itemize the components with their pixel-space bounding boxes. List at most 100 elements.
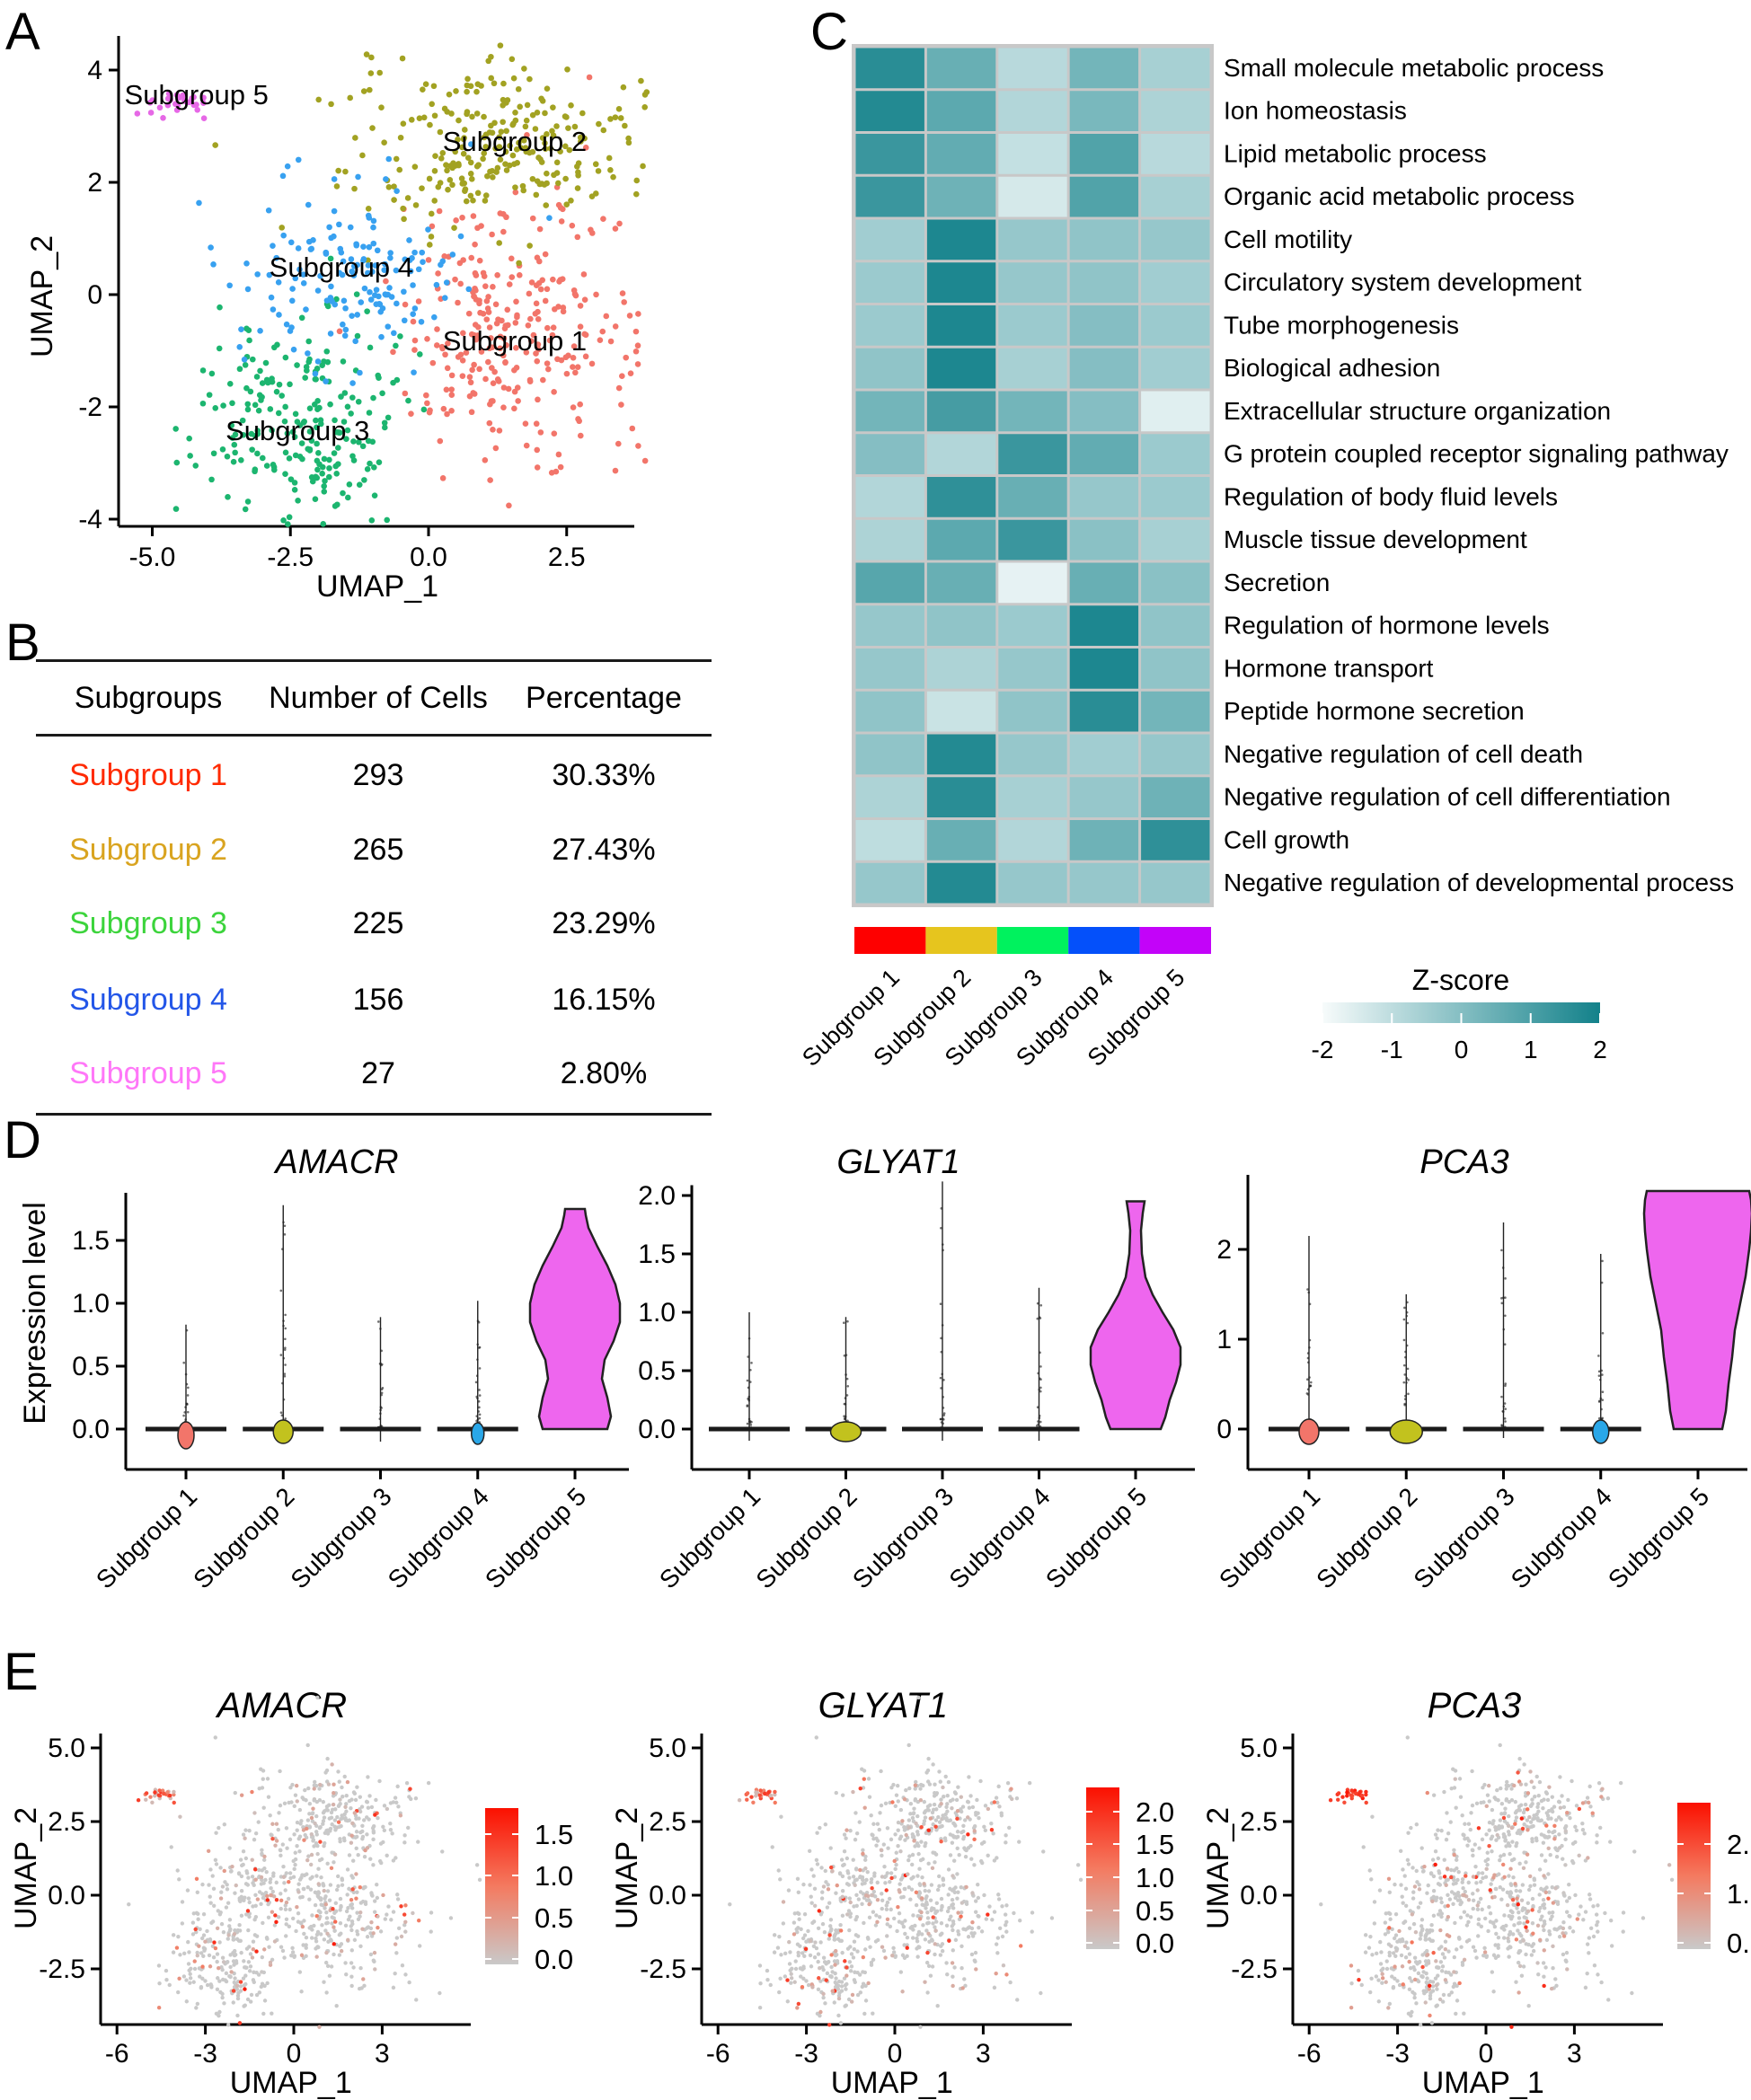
umap-point xyxy=(271,344,278,351)
umap-point xyxy=(341,332,349,340)
feature-point xyxy=(866,1981,871,1986)
feature-point xyxy=(325,1861,330,1866)
umap-point xyxy=(287,381,293,388)
table-row-cell: 2.80% xyxy=(560,1056,648,1090)
stem-dot xyxy=(1037,1420,1039,1423)
feature-point xyxy=(1582,1831,1587,1836)
feature-point xyxy=(886,1846,890,1850)
umap-point xyxy=(617,115,624,121)
feature-point xyxy=(215,1987,220,1991)
feature-point xyxy=(311,1839,315,1843)
feature-point xyxy=(295,1828,299,1832)
heatmap-cell xyxy=(998,91,1067,131)
violin-x-tick-label: Subgroup 3 xyxy=(847,1482,959,1593)
umap-point xyxy=(464,75,471,83)
feature-point xyxy=(954,1813,960,1818)
feature-point xyxy=(1363,1950,1368,1954)
umap-point xyxy=(570,343,578,349)
umap-point xyxy=(641,103,649,110)
feature-point xyxy=(875,1919,880,1925)
feature-point xyxy=(311,1806,315,1811)
feature-point xyxy=(941,1883,946,1887)
feature-point xyxy=(417,1918,421,1923)
feature-point xyxy=(1587,1897,1593,1901)
feature-point xyxy=(834,1948,838,1954)
feature-point xyxy=(324,1910,329,1915)
feature-point xyxy=(312,1787,316,1791)
stem-dot xyxy=(1306,1378,1309,1381)
feature-point xyxy=(270,2011,274,2016)
zero-violin-blob xyxy=(829,1421,862,1443)
feature-point xyxy=(1550,1884,1554,1890)
feature-point xyxy=(329,1938,333,1943)
umap-point xyxy=(336,269,343,277)
umap-point xyxy=(534,464,541,471)
feature-point xyxy=(1384,1959,1389,1963)
feature-point xyxy=(989,1822,994,1826)
umap-point xyxy=(632,348,640,355)
feature-point xyxy=(977,1925,981,1930)
umap-point xyxy=(486,419,493,427)
umap-point xyxy=(259,393,265,401)
feature-point xyxy=(361,1977,366,1981)
stem-dot xyxy=(478,1416,482,1420)
feature-point xyxy=(403,1929,408,1934)
feature-point xyxy=(862,2011,867,2016)
umap-point xyxy=(452,276,458,283)
feature-point xyxy=(794,1927,799,1932)
feature-point xyxy=(834,1790,838,1796)
feature-point xyxy=(1580,1822,1585,1826)
feature-point xyxy=(297,1970,303,1974)
violin-plots: Expression levelAMACR0.00.51.01.5Subgrou… xyxy=(18,1143,1751,1594)
feature-point xyxy=(904,1787,908,1793)
feature-point xyxy=(986,1806,991,1812)
cluster-label: Subgroup 2 xyxy=(443,126,587,157)
feature-point xyxy=(257,1990,262,1995)
feature-point xyxy=(821,1991,826,1997)
umap-point xyxy=(437,180,444,186)
umap-point xyxy=(625,139,632,146)
feature-point xyxy=(358,1807,362,1812)
feature-point xyxy=(1517,1963,1523,1969)
feature-x-tick-label: -6 xyxy=(1297,2039,1322,2069)
heatmap-cell xyxy=(926,219,996,260)
feature-point xyxy=(1463,1822,1467,1826)
feature-point xyxy=(260,1868,264,1873)
feature-point xyxy=(1577,1912,1581,1917)
heatmap-cell xyxy=(1141,820,1210,860)
umap-point xyxy=(458,175,465,182)
feature-point xyxy=(1419,1846,1424,1850)
feature-point xyxy=(1452,1981,1457,1986)
umap-point xyxy=(305,338,312,345)
umap-point xyxy=(406,237,412,243)
feature-point xyxy=(239,1950,243,1955)
feature-point xyxy=(265,1981,270,1986)
feature-point xyxy=(1388,1911,1393,1917)
feature-point xyxy=(795,2006,800,2010)
feature-point xyxy=(813,1940,818,1945)
umap-point xyxy=(528,279,535,286)
umap-point xyxy=(499,317,505,324)
umap-point xyxy=(489,129,496,137)
feature-point xyxy=(1493,1955,1499,1960)
umap-point xyxy=(353,241,359,248)
feature-point xyxy=(206,1939,210,1944)
feature-point xyxy=(1514,1815,1519,1820)
umap-point xyxy=(340,358,347,365)
feature-point xyxy=(369,1804,375,1810)
feature-point xyxy=(849,1964,854,1969)
feature-point xyxy=(402,1840,407,1845)
umap-point xyxy=(331,207,338,215)
feature-point xyxy=(973,1899,978,1903)
feature-point xyxy=(995,1856,999,1860)
umap-point xyxy=(572,369,579,376)
feature-point xyxy=(261,2011,266,2016)
feature-point xyxy=(1511,1902,1516,1907)
feature-point xyxy=(1491,1990,1496,1994)
feature-point xyxy=(802,1911,808,1917)
feature-point xyxy=(1519,1933,1524,1938)
feature-point xyxy=(293,1793,298,1797)
feature-point xyxy=(296,1882,301,1886)
feature-point xyxy=(1563,1829,1568,1833)
